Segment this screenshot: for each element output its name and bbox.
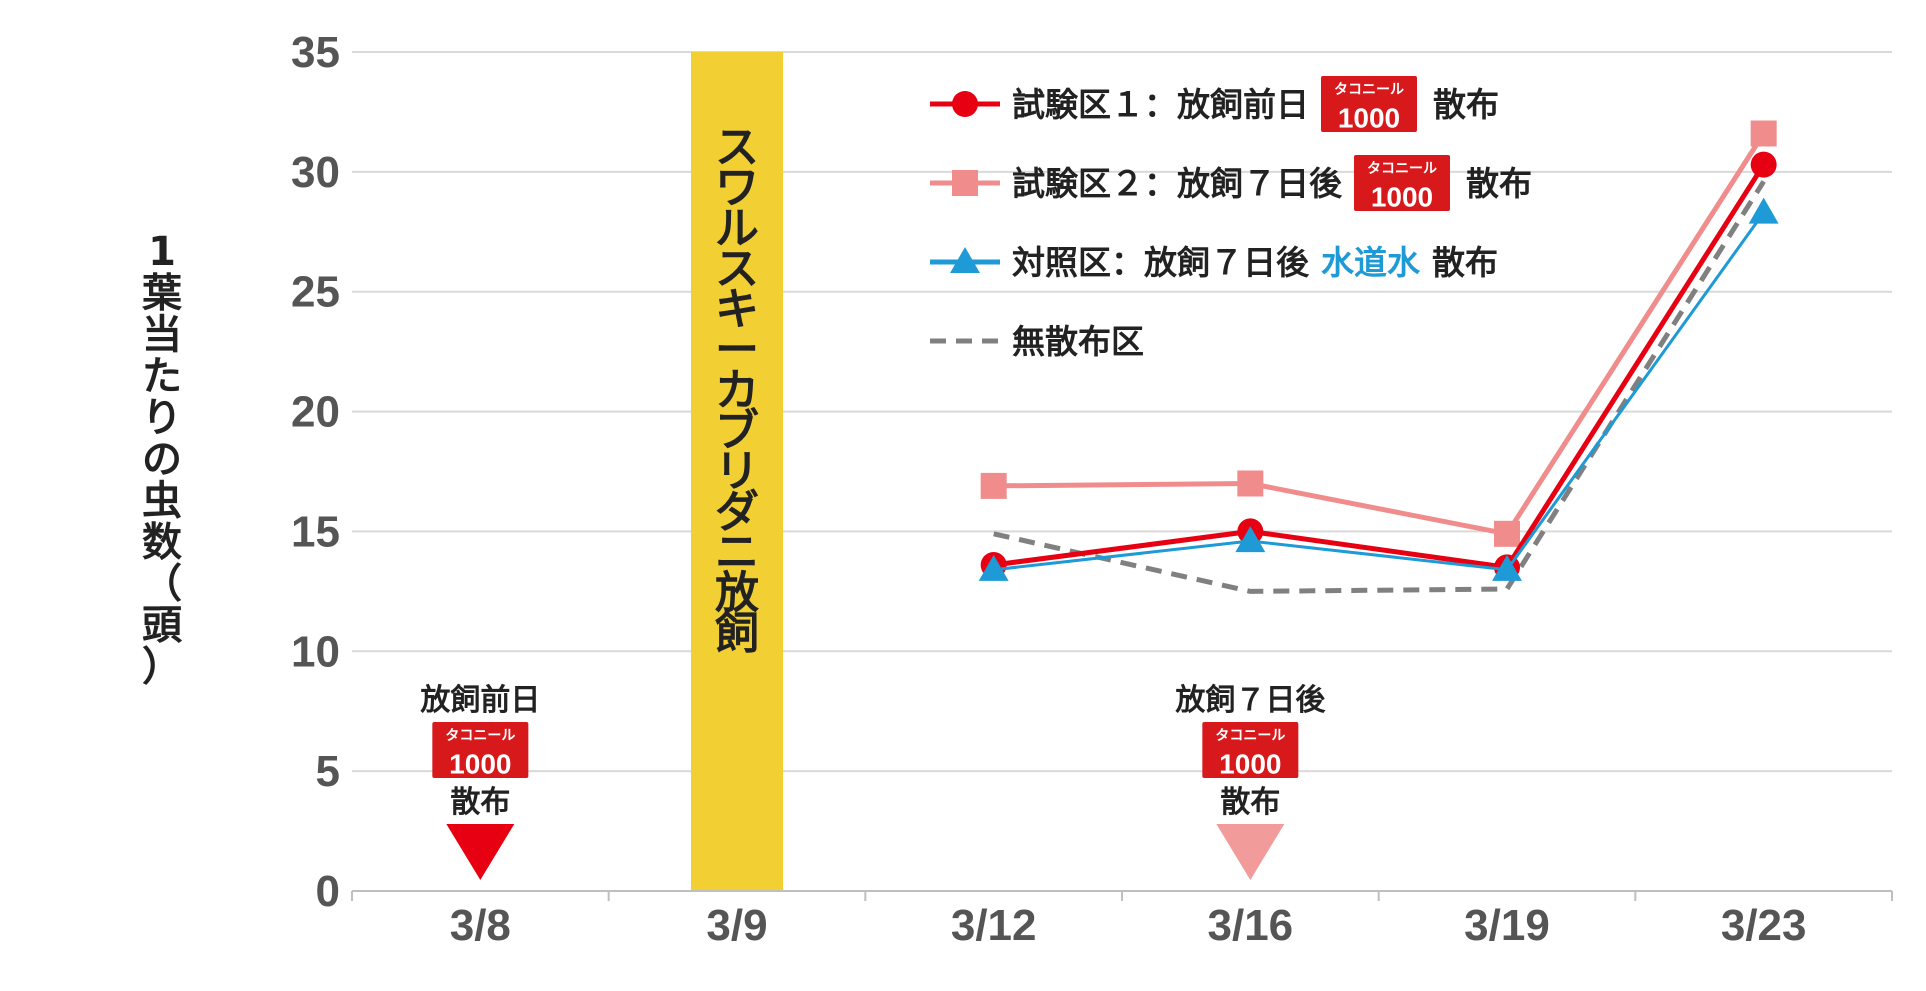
legend-label: 試験区１：放飼前日 — [1012, 85, 1309, 124]
legend-suffix: 散布 — [1433, 85, 1499, 124]
y-tick-label: 0 — [316, 867, 340, 916]
x-tick-label: 3/19 — [1464, 901, 1550, 950]
x-tick-label: 3/23 — [1721, 901, 1807, 950]
data-point — [1750, 151, 1777, 178]
legend-logo: タコニール 1000 — [1354, 155, 1450, 213]
y-tick-labels: 0 5 10 15 20 25 30 35 — [291, 28, 340, 916]
annotation-title: 放飼前日 — [419, 683, 540, 718]
y-axis-label: 1 葉当たりの虫数（頭） — [141, 229, 183, 690]
x-tick-labels: 3/8 3/9 3/12 3/16 3/19 3/23 — [450, 901, 1807, 950]
logo-brand: タコニール — [1215, 728, 1285, 744]
data-point — [1494, 520, 1520, 547]
release-band-label: スワルスキーカブリダニ放飼 — [715, 122, 759, 659]
series-4 — [993, 180, 1766, 594]
legend-marker — [952, 91, 978, 117]
annotation-title: 放飼７日後 — [1174, 683, 1326, 718]
data-point — [1748, 197, 1779, 224]
x-tick-label: 3/16 — [1208, 901, 1294, 950]
series-group — [978, 120, 1779, 594]
logo-number: 1000 — [1338, 103, 1400, 134]
x-tick-label: 3/12 — [951, 901, 1037, 950]
legend-suffix: 散布 — [1466, 164, 1532, 203]
legend-marker — [950, 247, 980, 274]
legend-item-4: 無散布区 — [930, 322, 1144, 361]
logo-brand: タコニール — [445, 728, 515, 744]
series-line — [993, 211, 1765, 572]
data-point — [1492, 554, 1522, 581]
data-point — [1750, 120, 1777, 147]
annotation-action: 散布 — [1220, 785, 1280, 820]
y-tick-label: 5 — [316, 747, 340, 796]
annotation-arrow — [446, 824, 515, 880]
annotation-arrow — [1216, 824, 1285, 880]
y-axis-label-text: 1 葉当たりの虫数（頭） — [141, 229, 183, 690]
data-point — [978, 554, 1009, 581]
x-tick-label: 3/9 — [706, 901, 767, 950]
y-tick-label: 25 — [291, 268, 340, 317]
logo-number: 1000 — [449, 749, 511, 780]
logo-brand: タコニール — [1367, 161, 1437, 177]
release-band-rect — [691, 52, 783, 891]
series-2 — [980, 120, 1777, 547]
legend-label: 無散布区 — [1012, 322, 1144, 361]
logo-brand: タコニール — [1334, 82, 1404, 98]
axes — [351, 890, 1893, 901]
y-tick-label: 35 — [291, 28, 340, 77]
legend-item-1: 試験区１：放飼前日 タコニール 1000 散布 — [930, 76, 1499, 134]
grid-lines — [352, 51, 1892, 773]
logo-number: 1000 — [1219, 749, 1281, 780]
annotation-action: 散布 — [450, 785, 510, 820]
logo-bg — [1354, 155, 1450, 211]
series-3 — [978, 197, 1779, 581]
legend-marker — [952, 170, 978, 196]
y-tick-label: 15 — [291, 507, 340, 556]
legend-item-2: 試験区２：放飼７日後 タコニール 1000 散布 — [930, 155, 1532, 213]
legend-logo: タコニール 1000 — [1321, 76, 1417, 134]
series-line — [993, 180, 1766, 594]
logo-bg — [1321, 76, 1417, 132]
y-tick-label: 30 — [291, 148, 340, 197]
logo-number: 1000 — [1371, 182, 1433, 213]
legend-label: 試験区２：放飼７日後 — [1012, 164, 1343, 203]
annotation-logo: タコニール 1000 — [1202, 722, 1299, 780]
data-point — [1235, 526, 1266, 553]
x-tick-label: 3/8 — [450, 901, 511, 950]
y-tick-label: 20 — [291, 388, 340, 437]
series-1 — [980, 151, 1777, 581]
series-line — [993, 163, 1766, 570]
data-point — [980, 472, 1007, 499]
legend-item-3: 対照区：放飼７日後 水道水 散布 — [930, 243, 1498, 282]
logo-bg — [432, 722, 529, 778]
release-band: スワルスキーカブリダニ放飼 — [691, 52, 783, 891]
legend-label: 対照区：放飼７日後 水道水 散布 — [1012, 243, 1498, 282]
logo-bg — [1202, 722, 1299, 778]
annotation-logo: タコニール 1000 — [432, 722, 529, 780]
data-point — [1237, 470, 1264, 497]
y-tick-label: 10 — [291, 627, 340, 676]
series-line — [993, 132, 1766, 537]
